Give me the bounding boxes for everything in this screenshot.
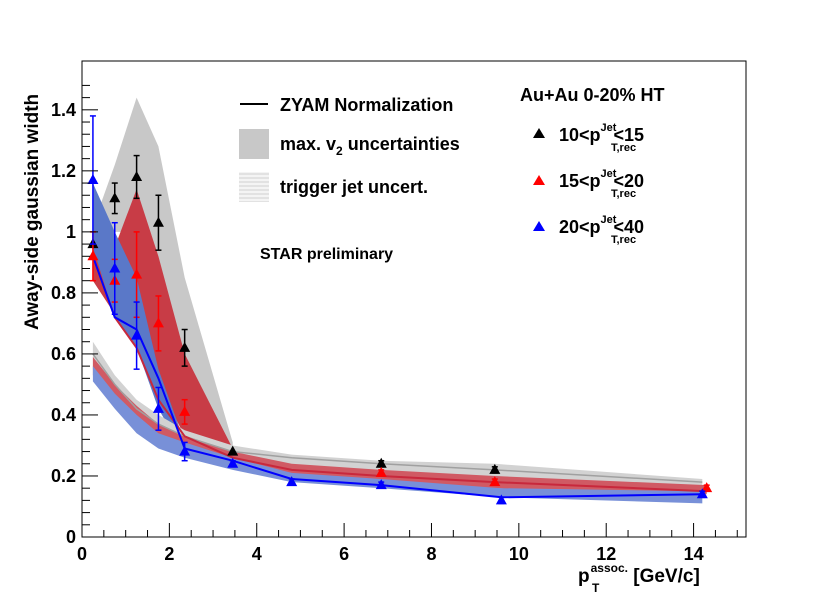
x-tick-label-6: 12 [596, 544, 616, 564]
y-tick-label-3: 0.6 [51, 344, 76, 364]
legend-right-item-2-sub: T,rec [611, 234, 636, 246]
y-tick-label-5: 1 [66, 222, 76, 242]
x-tick-label-1: 2 [164, 544, 174, 564]
legend-right-item-2: 20<pJet<40 [559, 214, 644, 237]
legend-left-item-2: trigger jet uncert. [280, 177, 428, 197]
plot-frame [81, 60, 747, 538]
data-point-s1-2 [131, 268, 143, 279]
data-point-s2-6 [286, 476, 298, 487]
x-tick-label-3: 6 [339, 544, 349, 564]
y-tick-label-7: 1.4 [51, 100, 76, 120]
legend-right-item-0: 10<pJet<15 [559, 122, 644, 145]
points-layer [87, 115, 713, 505]
jet-band-blue [92, 366, 703, 504]
legend-right-item-1: 15<pJet<20 [559, 168, 644, 191]
x-tick-label-0: 0 [77, 544, 87, 564]
lines-layer [91, 255, 707, 499]
data-point-s0-1 [109, 192, 121, 203]
legend-right: Au+Au 0-20% HT 10<pJet<15 T,rec 15<pJet<… [520, 85, 665, 246]
data-point-s0-4 [179, 341, 191, 352]
data-point-s2-0 [87, 174, 99, 184]
x-axis-label: passoc. [GeV/c] [578, 561, 700, 587]
zyam-black [92, 353, 703, 483]
data-point-s2-4 [179, 445, 191, 456]
v2-band-red [92, 189, 233, 458]
jet-band-black [92, 341, 703, 492]
data-point-s2-1 [109, 262, 121, 273]
data-point-s0-3 [152, 216, 164, 227]
data-point-s2-8 [495, 494, 507, 505]
legend-marker-red [533, 175, 545, 185]
x-tick-label-7: 14 [684, 544, 704, 564]
annotation-star-preliminary: STAR preliminary [260, 246, 393, 263]
y-tick-label-6: 1.2 [51, 161, 76, 181]
data-point-s1-6 [489, 476, 501, 487]
x-tick-label-5: 10 [509, 544, 529, 564]
zyam-blue [91, 255, 703, 499]
y-tick-label-1: 0.2 [51, 466, 76, 486]
x-tick-label-2: 4 [252, 544, 262, 564]
legend-right-title: Au+Au 0-20% HT [520, 85, 665, 105]
data-point-s0-6 [375, 457, 387, 468]
y-tick-label-0: 0 [66, 527, 76, 547]
x-tick-label-4: 8 [426, 544, 436, 564]
data-point-s1-3 [152, 317, 164, 328]
data-point-s2-3 [152, 402, 164, 413]
y-tick-label-4: 0.8 [51, 283, 76, 303]
y-tick-label-2: 0.4 [51, 405, 76, 425]
legend-hatch-swatch [239, 172, 269, 202]
zyam-red [91, 255, 707, 493]
legend-fill-swatch [239, 129, 269, 159]
data-point-s1-5 [375, 466, 387, 477]
data-point-s2-2 [131, 329, 143, 340]
legend-left-item-0: ZYAM Normalization [280, 95, 453, 115]
data-point-s0-7 [489, 463, 501, 474]
data-point-s2-7 [375, 479, 387, 490]
data-point-s0-5 [227, 445, 239, 456]
legend-left: ZYAM Normalization max. v2 uncertainties… [239, 95, 460, 202]
data-point-s1-4 [179, 405, 191, 416]
data-point-s2-9 [696, 488, 708, 499]
legend-left-item-1: max. v2 uncertainties [280, 134, 460, 158]
data-point-s0-2 [131, 170, 143, 181]
x-axis-label-sub: T [592, 581, 600, 595]
y-axis-label: Away-side gaussian width [22, 94, 43, 330]
legend-right-item-1-sub: T,rec [611, 188, 636, 200]
data-point-s1-0 [87, 250, 99, 261]
legend-marker-blue [533, 221, 545, 231]
legend-right-item-0-sub: T,rec [611, 142, 636, 154]
data-point-s1-7 [701, 482, 713, 493]
data-point-s2-5 [227, 457, 239, 468]
legend-marker-black [533, 128, 545, 138]
ticks-layer: 0 2 4 6 8 10 12 14 0 0.2 0.4 0.6 0.8 1 1.2 1.4 [51, 84, 738, 564]
